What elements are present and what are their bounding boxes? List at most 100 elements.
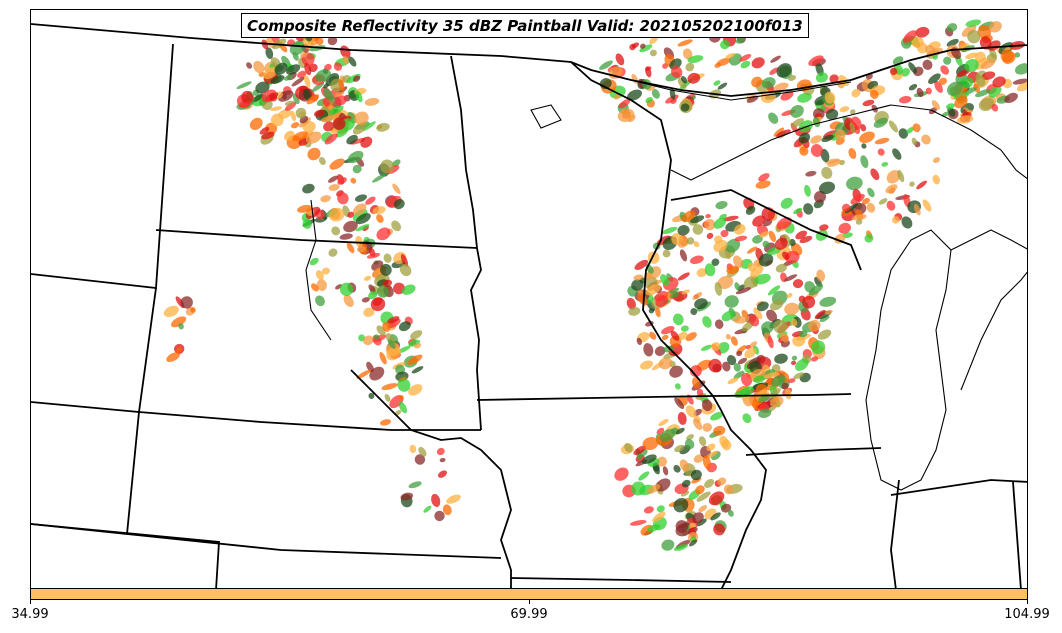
paintball-cell (781, 382, 789, 390)
paintball-cell (808, 319, 821, 332)
paintball-cell (339, 233, 353, 240)
lake-woods (530, 104, 562, 129)
paintball-cell (387, 318, 401, 328)
paintball-cell (694, 298, 708, 310)
paintball-cell (315, 69, 332, 82)
paintball-cell (722, 361, 731, 372)
red-river (305, 199, 332, 341)
paintball-cell (633, 274, 644, 281)
paintball-cell (690, 469, 702, 481)
paintball-cell (284, 130, 295, 141)
paintball-cell (753, 375, 765, 383)
paintball-cell (316, 279, 327, 291)
paintball-cell (246, 62, 253, 69)
paintball-cell (303, 88, 311, 101)
paintball-cell (708, 491, 725, 506)
paintball-cell (371, 173, 387, 183)
paintball-cell (913, 203, 921, 216)
paintball-cell (696, 518, 707, 527)
paintball-cell (715, 200, 728, 210)
paintball-cell (166, 352, 180, 362)
paintball-cell (680, 103, 690, 112)
paintball-cell (414, 342, 422, 349)
paintball-cell (954, 95, 968, 109)
paintball-cell (909, 181, 915, 187)
paintball-cell (964, 58, 979, 73)
paintball-cell (700, 344, 713, 351)
paintball-cell (704, 263, 716, 277)
map-canvas (31, 19, 1027, 588)
paintball-cell (722, 215, 739, 222)
paintball-cell (733, 370, 745, 380)
paintball-cell (660, 274, 670, 286)
ne-ks-border (126, 533, 502, 559)
paintball-cell (932, 55, 938, 60)
paintball-cell (704, 218, 716, 231)
paintball-cell (636, 337, 642, 345)
paintball-cell (912, 123, 921, 133)
paintball-cell (810, 356, 819, 362)
paintball-cell (961, 24, 977, 37)
paintball-cell (355, 194, 367, 202)
paintball-cell (850, 193, 865, 205)
paintball-cell (284, 74, 293, 81)
colorbar-label-mid: 69.99 (510, 607, 548, 622)
paintball-cell (692, 512, 704, 524)
paintball-cell (687, 55, 704, 64)
paintball-cell (687, 72, 701, 84)
paintball-cell (643, 506, 654, 514)
paintball-cell (767, 285, 781, 296)
sd-east (470, 247, 482, 431)
paintball-cell (841, 203, 851, 212)
paintball-cell (736, 350, 743, 357)
paintball-cell (337, 177, 347, 185)
paintball-cell (681, 76, 688, 84)
paintball-cell (776, 63, 792, 78)
paintball-cell (710, 411, 724, 421)
paintball-cell (754, 273, 771, 285)
paintball-cell (681, 479, 691, 488)
paintball-cell (673, 498, 689, 513)
paintball-cell (947, 107, 956, 117)
paintball-cell (696, 268, 708, 278)
paintball-cell (677, 39, 693, 47)
paintball-cell (798, 132, 811, 144)
paintball-cell (877, 148, 885, 156)
paintball-cell (755, 180, 771, 189)
paintball-cell (613, 93, 621, 100)
paintball-cell (734, 282, 741, 291)
paintball-cell (784, 388, 792, 400)
il-south (745, 447, 882, 456)
paintball-cell (717, 82, 728, 90)
paintball-cell (991, 103, 999, 112)
paintball-cell (866, 202, 876, 213)
paintball-cell (423, 505, 432, 513)
paintball-cell (366, 252, 381, 259)
paintball-cell (773, 82, 789, 92)
paintball-cell (391, 159, 401, 168)
paintball-cell (662, 249, 671, 258)
paintball-cell (647, 524, 661, 533)
paintball-cell (315, 270, 324, 281)
paintball-cell (776, 217, 792, 230)
paintball-cell (812, 116, 821, 128)
paintball-cell (793, 372, 805, 380)
paintball-cell (320, 115, 335, 123)
paintball-cell (730, 336, 738, 346)
paintball-cell (1016, 81, 1027, 92)
paintball-cell (398, 401, 408, 414)
paintball-cell (649, 331, 657, 340)
paintball-cell (446, 494, 461, 504)
paintball-cell (915, 26, 930, 38)
paintball-cell (270, 106, 282, 112)
paintball-cell (431, 493, 441, 507)
paintball-cell (382, 279, 393, 287)
paintball-cell (805, 170, 817, 177)
paintball-cell (641, 454, 657, 464)
paintball-cell (737, 357, 748, 365)
paintball-cell (786, 292, 793, 299)
paintball-cell (992, 76, 1006, 88)
paintball-cell (290, 122, 300, 129)
map-panel (30, 9, 1028, 589)
paintball-cell (768, 112, 779, 124)
